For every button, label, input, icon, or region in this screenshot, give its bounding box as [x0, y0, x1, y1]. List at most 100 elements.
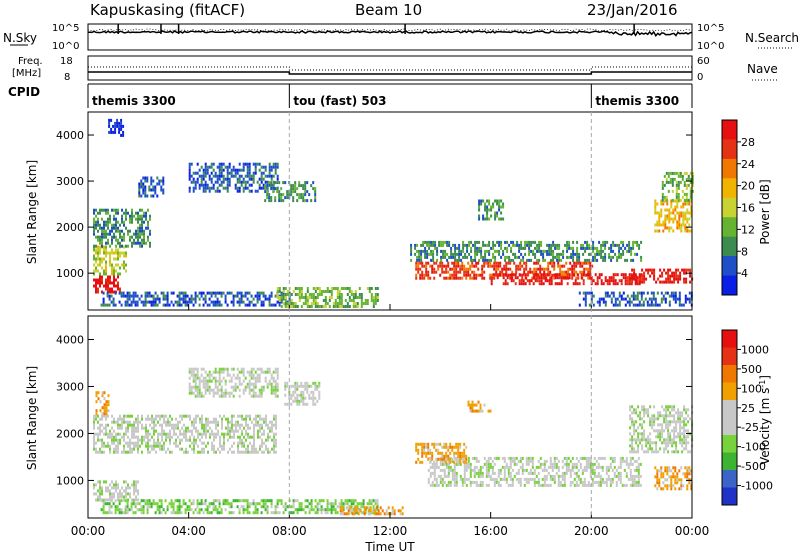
range-cell: [507, 276, 509, 279]
range-cell: [243, 374, 245, 377]
range-cell: [271, 175, 273, 178]
range-cell: [97, 258, 99, 261]
range-cell: [494, 200, 496, 203]
range-cell: [639, 417, 641, 420]
range-cell: [586, 457, 588, 460]
range-cell: [620, 457, 622, 460]
range-cell: [195, 508, 197, 511]
range-cell: [661, 414, 663, 417]
range-cell: [227, 169, 229, 172]
range-cell: [669, 435, 671, 438]
range-cell: [558, 469, 560, 472]
range-cell: [219, 292, 221, 295]
range-cell: [659, 281, 661, 284]
range-cell: [546, 475, 548, 478]
range-cell: [103, 227, 105, 230]
range-cell: [684, 172, 686, 175]
range-cell: [99, 273, 101, 276]
range-cell: [193, 380, 195, 383]
range-cell: [109, 215, 111, 218]
range-cell: [636, 253, 638, 256]
range-cell: [138, 186, 140, 189]
range-cell: [547, 273, 549, 276]
range-cell: [530, 472, 532, 475]
range-cell: [647, 411, 649, 414]
range-cell: [489, 262, 491, 265]
range-cell: [217, 166, 219, 169]
range-cell: [512, 241, 514, 244]
range-cell: [115, 489, 117, 492]
range-cell: [685, 269, 687, 272]
range-cell: [121, 451, 123, 454]
range-cell: [315, 296, 317, 299]
range-cell: [580, 463, 582, 466]
range-cell: [634, 469, 636, 472]
range-cell: [255, 172, 257, 175]
range-cell: [275, 304, 277, 307]
range-cell: [185, 292, 187, 295]
range-cell: [135, 489, 137, 492]
range-cell: [241, 418, 243, 421]
range-cell: [237, 181, 239, 184]
range-cell: [528, 253, 530, 256]
range-cell: [271, 424, 273, 427]
range-cell: [169, 436, 171, 439]
range-cell: [201, 421, 203, 424]
range-cell: [115, 252, 117, 255]
range-cell: [247, 424, 249, 427]
range-cell: [299, 290, 301, 293]
range-cell: [510, 250, 512, 253]
range-cell: [470, 463, 472, 466]
range-cell: [428, 244, 430, 247]
range-cell: [499, 265, 501, 268]
range-cell: [641, 298, 643, 301]
range-cell: [526, 460, 528, 463]
range-cell: [677, 414, 679, 417]
range-cell: [207, 511, 209, 514]
range-cell: [261, 451, 263, 454]
range-cell: [133, 233, 135, 236]
range-cell: [641, 432, 643, 435]
range-cell: [119, 433, 121, 436]
range-cell: [482, 481, 484, 484]
range-cell: [510, 460, 512, 463]
range-cell: [572, 241, 574, 244]
range-cell: [434, 475, 436, 478]
range-cell: [637, 432, 639, 435]
range-cell: [107, 292, 109, 295]
range-cell: [253, 298, 255, 301]
range-cell: [638, 457, 640, 460]
range-cell: [111, 427, 113, 430]
range-cell: [685, 444, 687, 447]
range-cell: [279, 290, 281, 293]
range-cell: [682, 218, 684, 221]
range-cell: [667, 423, 669, 426]
range-cell: [451, 277, 453, 280]
range-cell: [227, 502, 229, 505]
range-cell: [576, 481, 578, 484]
range-cell: [209, 502, 211, 505]
nave-label: Nave: [747, 62, 778, 76]
range-cell: [604, 253, 606, 256]
range-cell: [450, 247, 452, 250]
range-cell: [191, 502, 193, 505]
range-cell: [103, 209, 105, 212]
colorbar-swatch: [722, 217, 737, 237]
range-cell: [131, 209, 133, 212]
range-cell: [357, 502, 359, 505]
range-cell: [518, 256, 520, 259]
range-cell: [280, 187, 282, 190]
range-cell: [271, 304, 273, 307]
range-cell: [634, 481, 636, 484]
range-cell: [219, 442, 221, 445]
range-cell: [223, 377, 225, 380]
range-cell: [524, 244, 526, 247]
range-cell: [612, 457, 614, 460]
range-cell: [528, 244, 530, 247]
range-cell: [245, 433, 247, 436]
range-cell: [672, 212, 674, 215]
range-cell: [225, 499, 227, 502]
range-cell: [647, 301, 649, 304]
range-cell: [213, 377, 215, 380]
range-cell: [649, 441, 651, 444]
